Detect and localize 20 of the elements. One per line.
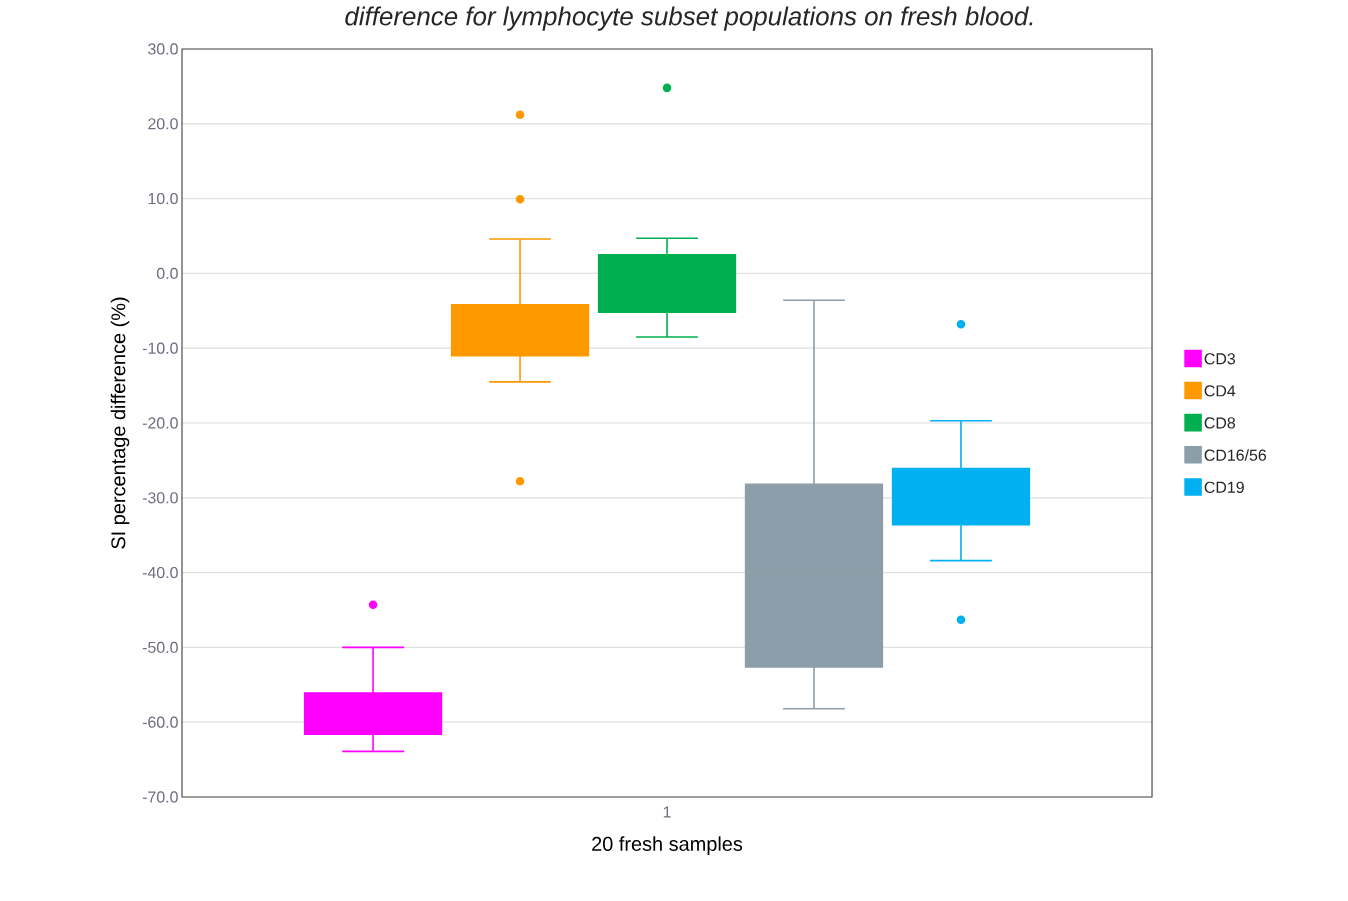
y-tick-label: -50.0 [142,641,178,654]
x-axis-title: 20 fresh samples [592,836,743,855]
y-tick-label: -10.0 [142,342,178,354]
y-axis-title: SI percentage difference (%) [110,297,130,549]
legend-label: CD19 [1204,481,1244,493]
x-tick-label: 1 [663,806,671,818]
legend-label: CD8 [1204,417,1236,429]
legend-label: CD16/56 [1204,449,1267,461]
y-tick-label: -70.0 [142,791,178,803]
legend-label: CD3 [1204,353,1236,365]
y-tick-label: -30.0 [142,492,178,504]
y-tick-label: 10.0 [148,192,178,205]
y-tick-label: 0.0 [156,267,178,280]
legend-label: CD4 [1204,385,1236,397]
chart-title: difference for lymphocyte subset populations on fresh blood. [345,6,1033,31]
y-tick-label: -20.0 [142,417,178,429]
y-tick-label: 20.0 [148,118,178,130]
y-tick-label: 30.0 [148,43,178,55]
y-tick-label: -40.0 [142,566,178,579]
y-tick-label: -60.0 [142,716,178,728]
